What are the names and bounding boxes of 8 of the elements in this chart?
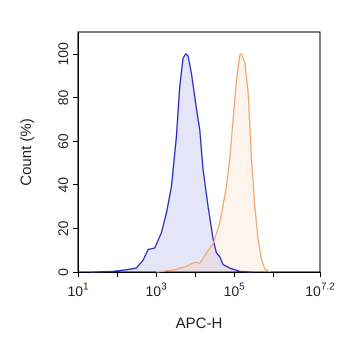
x-axis-title: APC-H [176,315,222,332]
y-axis-title: Count (%) [18,118,35,186]
y-tick-label: 20 [55,220,71,236]
y-tick-label: 100 [55,42,71,66]
y-tick-label: 0 [55,268,71,276]
y-tick-label: 40 [55,176,71,193]
y-tick-label: 80 [55,89,71,106]
y-tick-label: 60 [55,133,71,149]
